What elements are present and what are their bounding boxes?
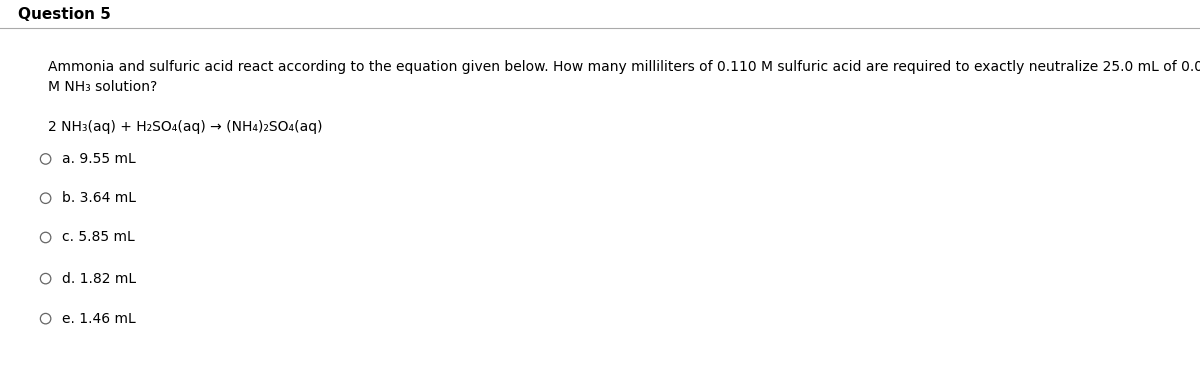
Text: d. 1.82 mL: d. 1.82 mL	[62, 272, 137, 286]
Text: b. 3.64 mL: b. 3.64 mL	[62, 191, 137, 205]
Text: c. 5.85 mL: c. 5.85 mL	[62, 230, 136, 245]
Text: a. 9.55 mL: a. 9.55 mL	[62, 152, 136, 166]
Text: Question 5: Question 5	[18, 7, 110, 22]
Text: 2 NH₃(aq) + H₂SO₄(aq) → (NH₄)₂SO₄(aq): 2 NH₃(aq) + H₂SO₄(aq) → (NH₄)₂SO₄(aq)	[48, 120, 323, 134]
Text: Ammonia and sulfuric acid react according to the equation given below. How many : Ammonia and sulfuric acid react accordin…	[48, 60, 1200, 95]
Text: e. 1.46 mL: e. 1.46 mL	[62, 312, 136, 326]
